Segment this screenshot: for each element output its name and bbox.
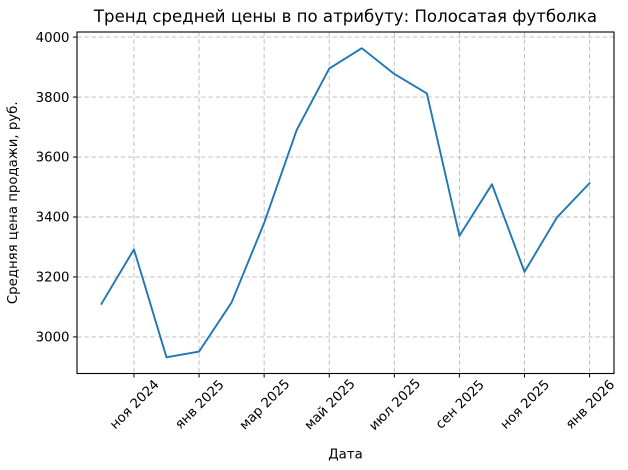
y-tick-label: 3200 — [36, 271, 70, 286]
x-tick-label: июл 2025 — [367, 376, 425, 434]
x-tick-label: ноя 2025 — [498, 377, 553, 432]
plot-area: 3000 3200 3400 3600 3800 4000 ноя 2024 янв 2025… — [36, 31, 618, 434]
y-tick-label: 3000 — [36, 331, 70, 346]
y-axis-label: Средняя цена продажи, руб. — [5, 101, 21, 304]
x-tick-label: сен 2025 — [433, 378, 488, 433]
x-tick-label: май 2025 — [302, 377, 358, 433]
x-tick-label: ноя 2024 — [107, 377, 162, 432]
x-tick-label: мар 2025 — [237, 377, 293, 433]
y-tick-label: 4000 — [36, 31, 70, 46]
price-trend-line — [100, 47, 591, 359]
y-tick-label: 3800 — [36, 91, 70, 106]
x-tick-label: янв 2026 — [563, 378, 618, 433]
y-tick-label: 3400 — [36, 211, 70, 226]
axes-frame — [76, 31, 615, 375]
x-axis-label: Дата — [328, 448, 362, 463]
x-tick-label: янв 2025 — [173, 378, 228, 433]
y-tick-label: 3600 — [36, 151, 70, 166]
chart-title: Тренд средней цены в по атрибуту: Полоса… — [93, 7, 597, 26]
